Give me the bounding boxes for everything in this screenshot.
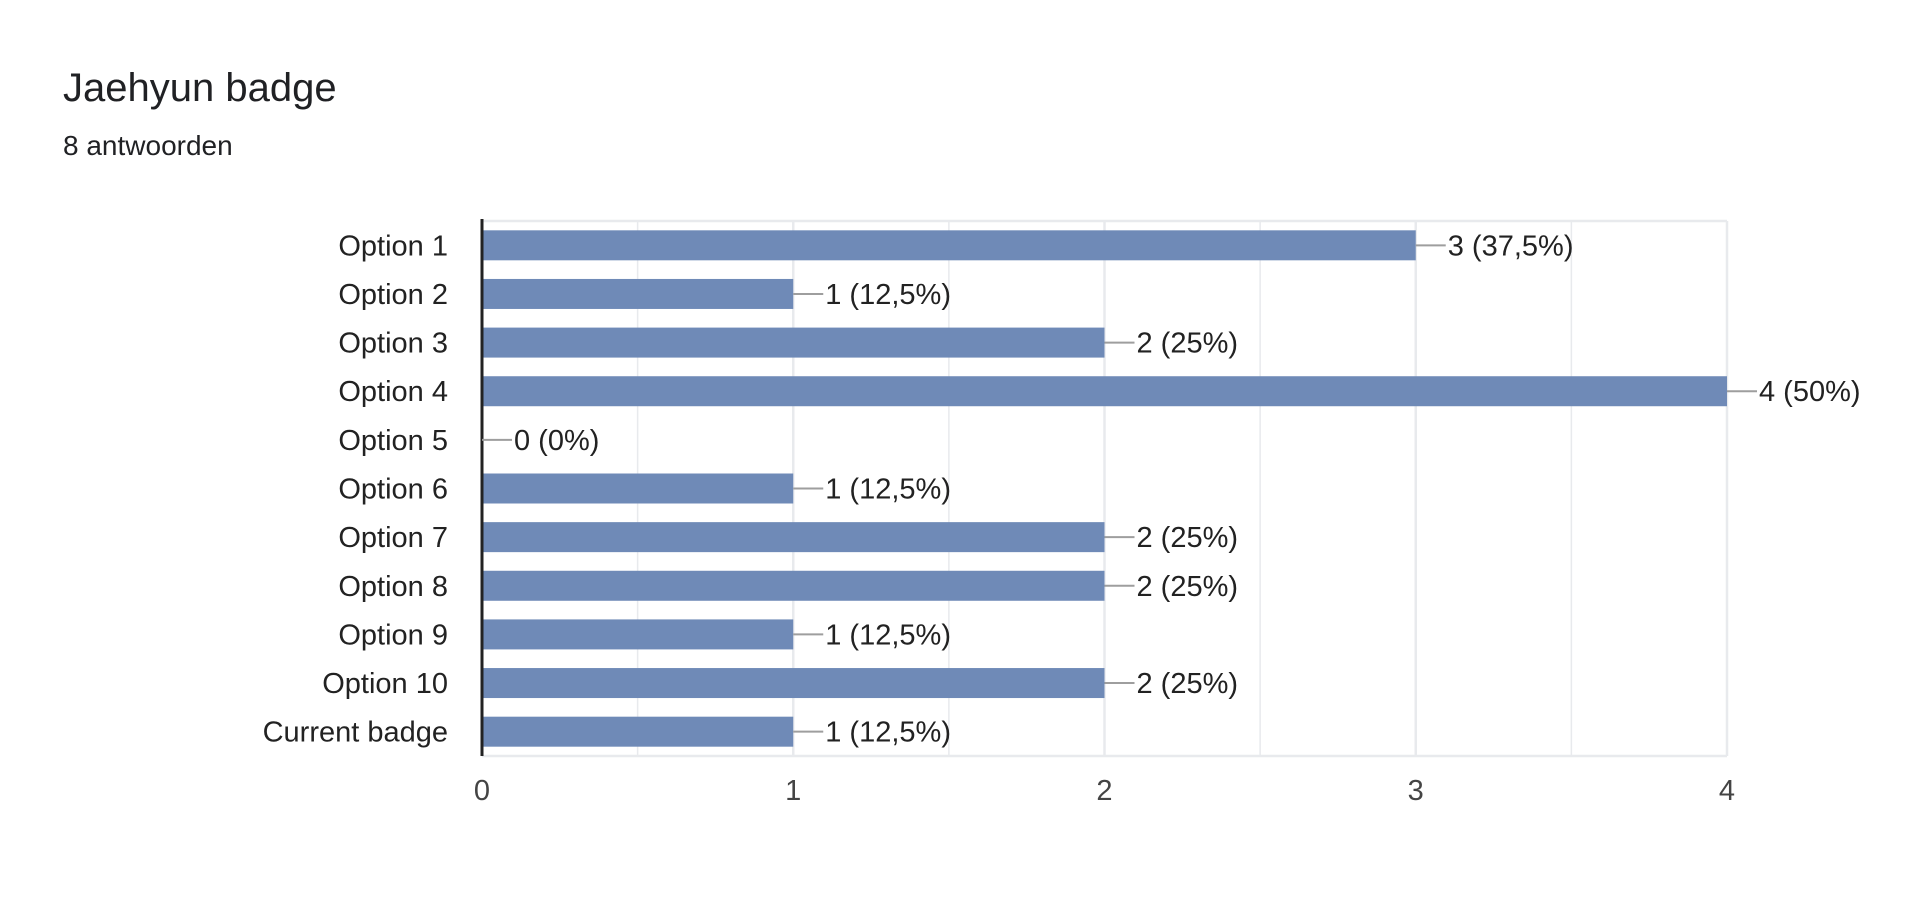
bar <box>482 619 794 650</box>
category-label: Option 4 <box>338 376 448 408</box>
category-label: Option 7 <box>338 522 448 554</box>
bar <box>482 716 794 747</box>
bar <box>482 668 1105 699</box>
bar <box>482 327 1105 358</box>
labels: Option 1 3 (37,5%) Option 2 1 (12,5%) Option… <box>263 230 1861 748</box>
gridlines <box>482 219 1729 758</box>
data-label: 2 (25%) <box>1137 522 1239 554</box>
data-label: 2 (25%) <box>1137 668 1239 700</box>
category-label: Current badge <box>263 717 448 749</box>
category-label: Option 3 <box>338 328 448 360</box>
bar <box>482 230 1416 261</box>
category-label: Option 10 <box>322 668 448 700</box>
data-label: 1 (12,5%) <box>825 474 951 506</box>
data-label: 2 (25%) <box>1137 571 1239 603</box>
x-tick-label: 2 <box>1096 775 1112 807</box>
category-label: Option 6 <box>338 474 448 506</box>
x-tick-label: 3 <box>1408 775 1424 807</box>
x-tick-label: 0 <box>474 775 490 807</box>
category-label: Option 5 <box>338 425 448 457</box>
bar <box>482 522 1105 553</box>
x-tick-label: 1 <box>785 775 801 807</box>
bars <box>482 230 1727 747</box>
response-count: 8 antwoorden <box>63 130 233 161</box>
category-label: Option 9 <box>338 619 448 651</box>
bar <box>482 473 794 504</box>
data-label: 1 (12,5%) <box>825 717 951 749</box>
chart-title: Jaehyun badge <box>63 66 337 110</box>
category-label: Option 8 <box>338 571 448 603</box>
data-label: 1 (12,5%) <box>825 279 951 311</box>
x-tick-label: 4 <box>1719 775 1735 807</box>
bar <box>482 376 1727 407</box>
data-label: 2 (25%) <box>1137 328 1239 360</box>
axes: 0 1 2 3 4 <box>474 219 1735 807</box>
category-label: Option 1 <box>338 230 448 262</box>
data-label: 1 (12,5%) <box>825 619 951 651</box>
data-label: 4 (50%) <box>1759 376 1861 408</box>
data-label: 3 (37,5%) <box>1448 230 1574 262</box>
bar <box>482 278 794 309</box>
bar <box>482 570 1105 601</box>
data-label: 0 (0%) <box>514 425 599 457</box>
category-label: Option 2 <box>338 279 448 311</box>
